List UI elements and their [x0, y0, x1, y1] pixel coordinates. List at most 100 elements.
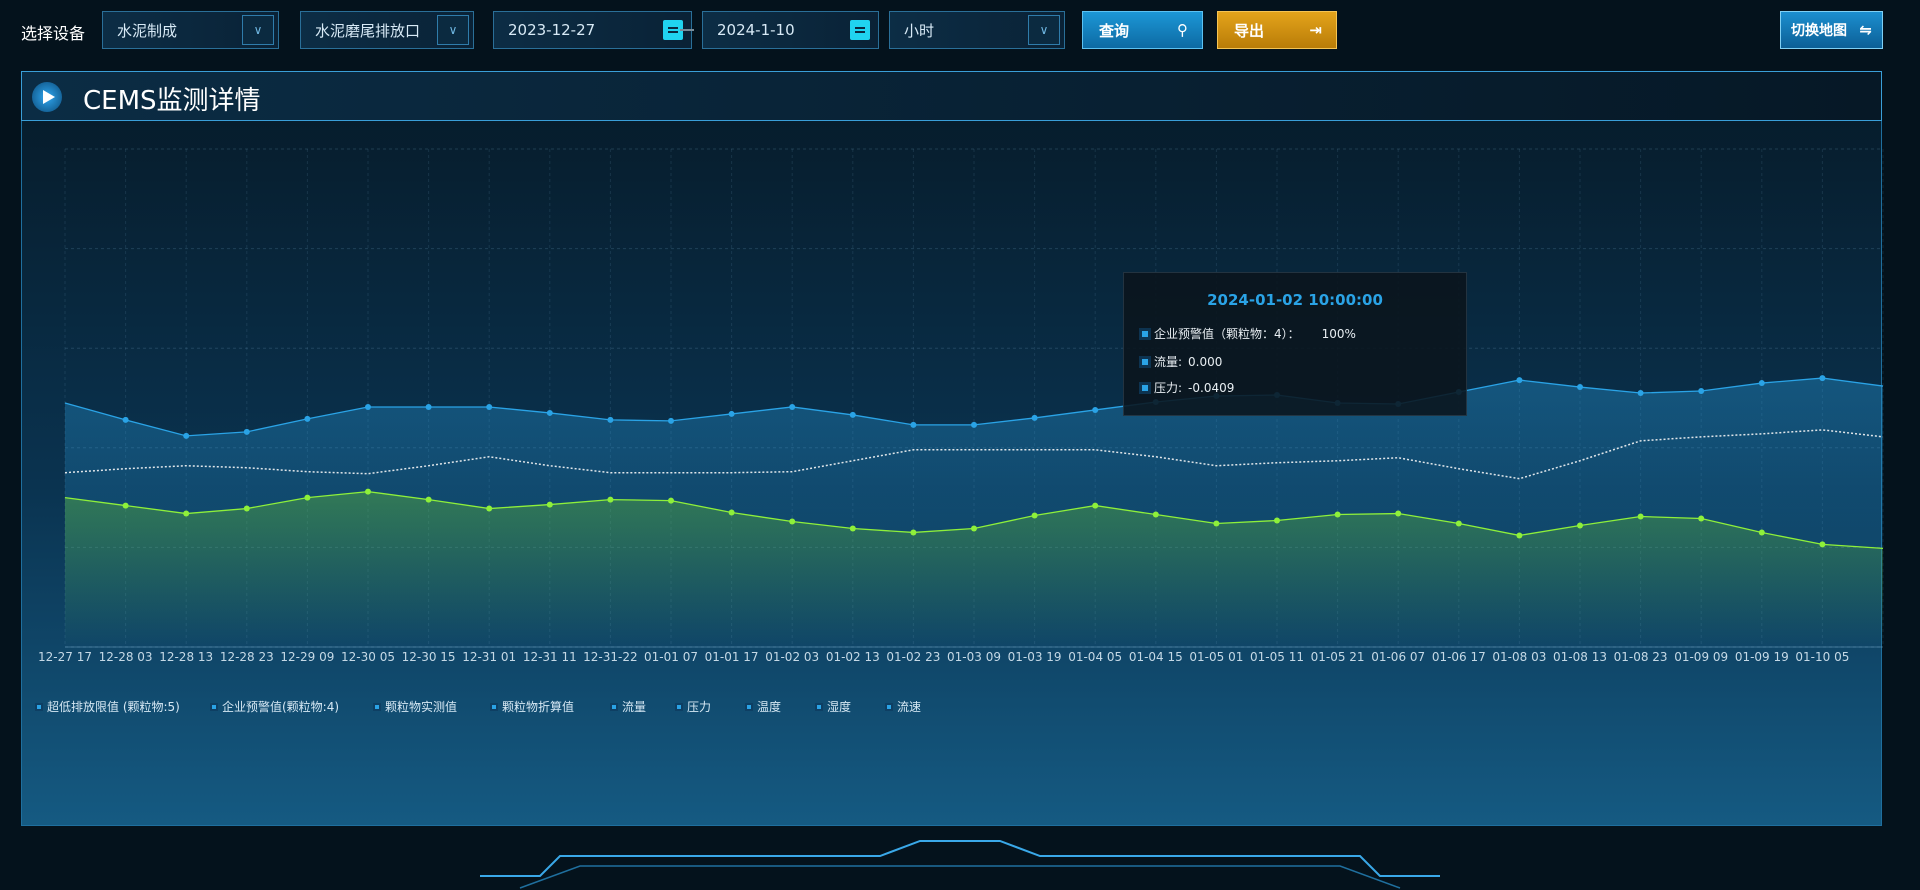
date-range-separator [680, 29, 694, 31]
tooltip-label: 流量: [1154, 355, 1183, 369]
data-point [1092, 502, 1099, 509]
data-point [1031, 414, 1038, 421]
device-select[interactable]: 水泥制成 ∨ [102, 11, 279, 49]
x-tick-label: 01-05 21 [1310, 650, 1365, 664]
data-point [425, 403, 432, 410]
x-tick-label: 12-29 09 [280, 650, 335, 664]
search-icon: ⚲ [1177, 21, 1188, 39]
outlet-select[interactable]: 水泥磨尾排放口 ∨ [300, 11, 474, 49]
x-tick-label: 01-10 05 [1795, 650, 1850, 664]
data-point [183, 432, 190, 439]
end-date-input[interactable]: 2024-1-10 [702, 11, 879, 49]
outlet-select-value: 水泥磨尾排放口 [315, 21, 421, 40]
data-point [607, 416, 614, 423]
data-point [365, 488, 371, 495]
data-point [1637, 390, 1644, 397]
calendar-icon[interactable] [663, 20, 683, 40]
legend-item[interactable]: 温度 [747, 698, 781, 715]
legend-marker-icon [492, 704, 496, 709]
legend-item[interactable]: 湿度 [817, 698, 851, 715]
data-point [486, 505, 493, 512]
data-point [668, 497, 674, 504]
data-point [1758, 380, 1765, 387]
legend-label: 流速 [897, 700, 922, 714]
export-button[interactable]: 导出 ⇥ [1217, 11, 1337, 49]
chevron-down-icon[interactable]: ∨ [1028, 15, 1060, 45]
x-tick-label: 01-02 23 [886, 650, 941, 664]
data-point [122, 502, 129, 509]
x-tick-label: 01-03 09 [947, 650, 1001, 664]
data-point [1274, 517, 1280, 524]
data-point [849, 525, 856, 532]
x-tick-label: 01-02 03 [765, 650, 820, 664]
x-tick-label: 01-08 03 [1492, 650, 1547, 664]
data-point [122, 416, 129, 423]
data-point [1637, 513, 1644, 520]
data-point [789, 518, 796, 525]
data-point [607, 496, 614, 503]
end-date-value: 2024-1-10 [717, 21, 795, 39]
interval-select-value: 小时 [904, 21, 935, 40]
legend-item[interactable]: 颗粒物折算值 [492, 698, 574, 715]
x-tick-label: 12-27 17 [38, 650, 92, 664]
data-point [1577, 384, 1583, 391]
legend-item[interactable]: 流量 [612, 698, 646, 715]
tooltip-value: 100% [1321, 326, 1356, 341]
legend-label: 压力 [687, 700, 712, 714]
x-tick-label: 01-06 17 [1431, 650, 1486, 664]
chevron-down-icon[interactable]: ∨ [437, 15, 469, 45]
legend-item[interactable]: 颗粒物实测值 [375, 698, 457, 715]
data-point [728, 509, 735, 516]
data-point [425, 496, 432, 503]
data-point [789, 403, 796, 410]
interval-select[interactable]: 小时 ∨ [889, 11, 1065, 49]
tooltip-row: 流量: 0.000 [1142, 353, 1222, 370]
bottom-decoration [480, 840, 1440, 889]
play-icon [32, 82, 62, 112]
x-tick-label: 01-08 23 [1613, 650, 1668, 664]
marker-icon [1142, 330, 1148, 337]
data-point [183, 510, 190, 517]
data-point [971, 525, 977, 532]
tooltip-label: 企业预警值（颗粒物：4）： [1154, 327, 1300, 341]
tooltip-value: -0.0409 [1188, 380, 1235, 395]
start-date-input[interactable]: 2023-12-27 [493, 11, 692, 49]
tooltip-row: 压力: -0.0409 [1142, 379, 1234, 396]
panel-title: CEMS监测详情 [83, 86, 261, 116]
x-tick-label: 12-30 05 [341, 650, 395, 664]
legend-item[interactable]: 超低排放限值 (颗粒物:5) [37, 698, 180, 715]
tooltip-label: 压力: [1154, 381, 1183, 395]
data-point [910, 529, 917, 536]
data-point [1152, 511, 1159, 518]
legend-label: 颗粒物折算值 [502, 700, 575, 714]
data-point [728, 410, 735, 417]
tooltip-value: 0.000 [1188, 354, 1223, 369]
calendar-icon[interactable] [850, 20, 870, 40]
x-tick-label: 12-30 15 [401, 650, 456, 664]
legend-item[interactable]: 压力 [677, 698, 711, 715]
query-button[interactable]: 查询 ⚲ [1082, 11, 1203, 49]
marker-icon [1142, 358, 1148, 365]
legend-item[interactable]: 流速 [887, 698, 921, 715]
legend-marker-icon [747, 704, 751, 709]
data-point [304, 415, 311, 422]
x-tick-label: 01-04 05 [1068, 650, 1123, 664]
data-point [1516, 377, 1523, 384]
swap-icon: ⇋ [1859, 21, 1872, 39]
x-tick-label: 12-28 03 [98, 650, 153, 664]
data-point [546, 409, 553, 416]
data-point [1698, 388, 1705, 395]
legend-item[interactable]: 企业预警值(颗粒物:4) [212, 698, 339, 715]
data-point [1698, 515, 1705, 522]
chevron-down-icon[interactable]: ∨ [242, 15, 274, 45]
data-point [365, 403, 371, 410]
data-point [1031, 512, 1038, 519]
legend-marker-icon [212, 704, 216, 709]
switch-map-button[interactable]: 切换地图 ⇋ [1780, 11, 1883, 49]
data-point [1758, 529, 1765, 536]
data-point [243, 505, 250, 512]
x-tick-label: 01-03 19 [1007, 650, 1062, 664]
data-point [1395, 510, 1402, 517]
tooltip-title: 2024-01-02 10:00:00 [1207, 291, 1383, 309]
